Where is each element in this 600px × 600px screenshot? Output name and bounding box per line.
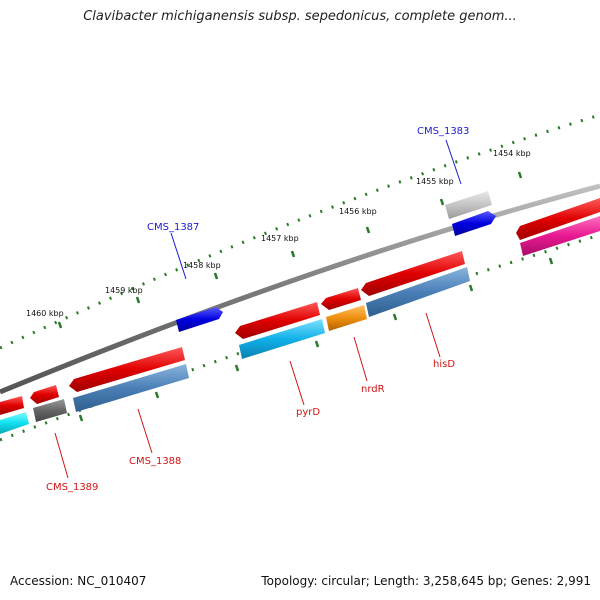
genome-summary-text: Topology: circular; Length: 3,258,645 bp… [261,574,591,588]
tick-label-1454: 1454 kbp [493,149,531,158]
outer-tick-ring [0,113,600,350]
label-nrdr: nrdR [361,384,385,395]
cds-cms1389[interactable] [30,385,59,404]
feature-cms1383-arrow[interactable] [452,211,496,236]
cds-nrdr[interactable] [321,288,361,310]
label-leader-lines [54,139,462,479]
feature-right-pink[interactable] [520,216,600,256]
label-hisd: hisD [433,359,455,370]
feature-cms1387-arrow[interactable] [176,307,223,332]
gene-cms1388[interactable] [73,364,189,412]
tick-label-1457: 1457 kbp [261,234,299,243]
tick-label-1458: 1458 kbp [183,261,221,270]
gene-nrdr[interactable] [326,305,367,331]
cds-hisd[interactable] [361,251,465,296]
gene-far-left[interactable] [0,412,29,434]
map-title: Clavibacter michiganensis subsp. sepedon… [83,9,517,24]
cds-pyrd[interactable] [235,302,320,339]
cds-far-left[interactable] [0,396,24,415]
outer-major-ticks [57,171,523,329]
gene-pyrd[interactable] [239,319,325,359]
label-cms1388: CMS_1388 [129,456,181,467]
label-cms1389: CMS_1389 [46,482,98,493]
cds-cms1388[interactable] [69,347,185,392]
label-cms1387: CMS_1387 [147,222,199,233]
inner-major-ticks [78,257,554,422]
genome-backbone [0,183,600,395]
gene-hisd[interactable] [366,267,470,317]
label-pyrd: pyrD [296,407,320,418]
tick-label-1455: 1455 kbp [416,177,454,186]
tick-label-1459: 1459 kbp [105,286,143,295]
tick-label-1460: 1460 kbp [26,309,64,318]
gene-cms1389[interactable] [33,399,67,422]
feature-right-red[interactable] [516,198,600,240]
feature-cms1383-gray[interactable] [445,191,492,219]
tick-label-1456: 1456 kbp [339,207,377,216]
label-cms1383: CMS_1383 [417,126,469,137]
accession-text: Accession: NC_010407 [10,574,147,588]
